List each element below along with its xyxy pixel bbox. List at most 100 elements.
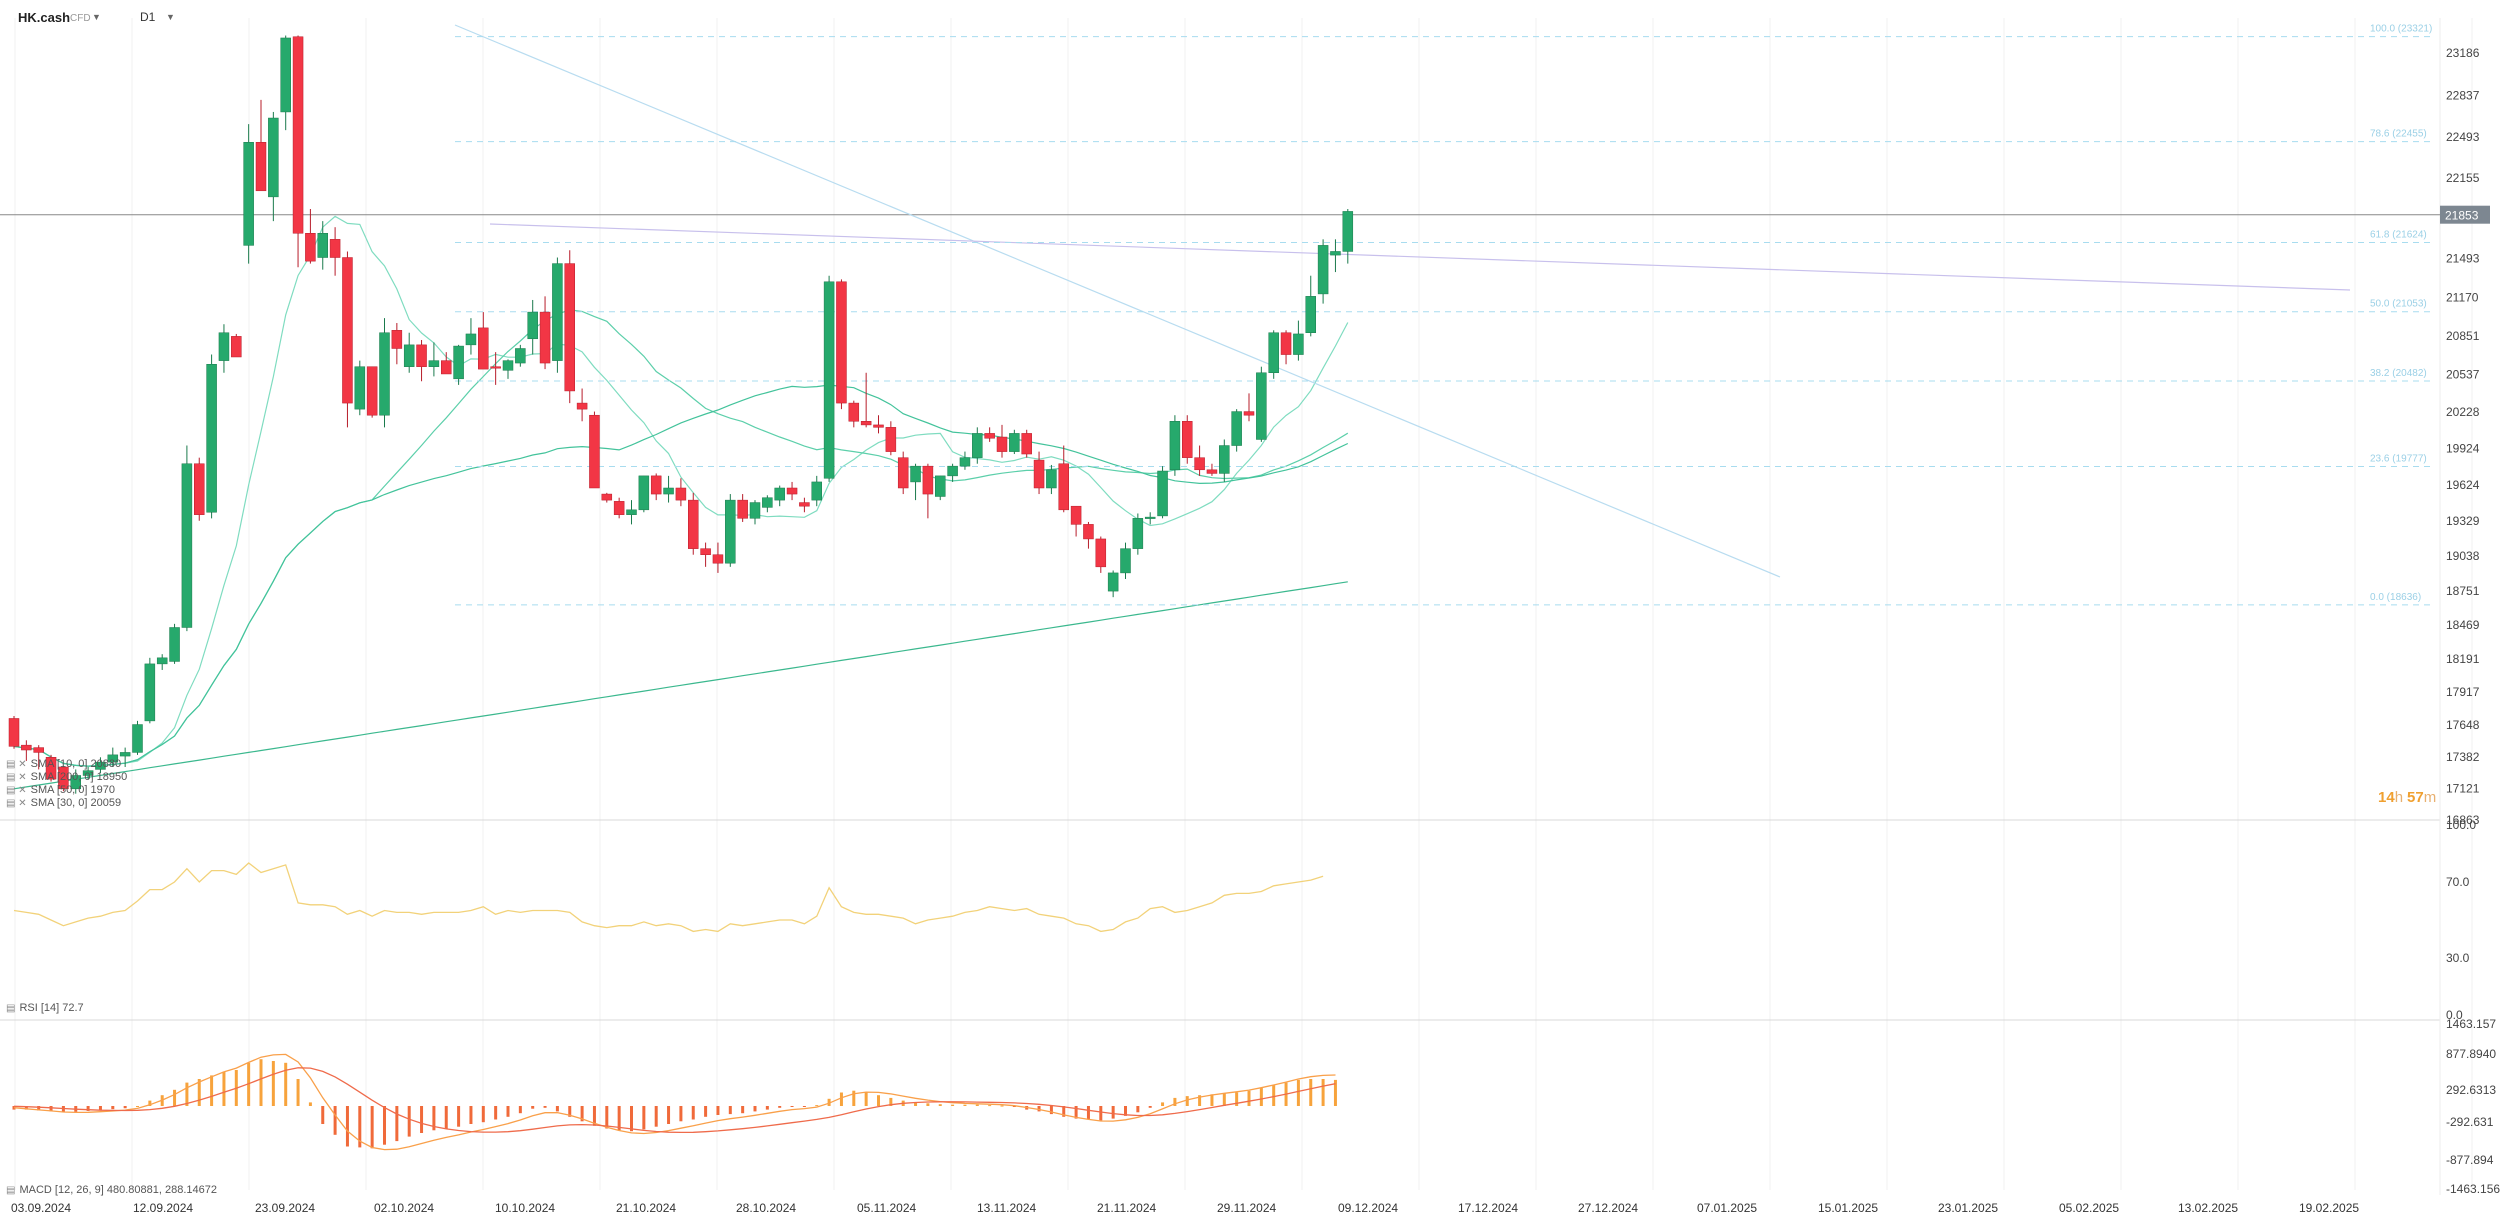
timeframe-dropdown-chevron-icon[interactable]: ▼ [166, 12, 175, 22]
date-axis-label: 21.11.2024 [1097, 1201, 1156, 1215]
current-price-tag [2440, 205, 2490, 224]
macd-histogram-bar [654, 1106, 658, 1127]
candle-body [1317, 245, 1329, 295]
sma-legend-3[interactable]: ▤ ✕ SMA [50, 0] 1970 [6, 784, 115, 796]
macd-histogram-bar [185, 1082, 189, 1106]
indicator-settings-icon[interactable]: ▤ ✕ [6, 772, 27, 783]
candle-body [218, 332, 230, 361]
sma-legend-4[interactable]: ▤ ✕ SMA [30, 0] 20059 [6, 797, 122, 809]
price-axis: 23186 22837 22493 22155 21493 21170 20851 20537… [2440, 46, 2490, 827]
indicator-settings-icon[interactable]: ▤ ✕ [6, 759, 27, 770]
macd-histogram-bar [580, 1106, 584, 1122]
candle-body [626, 509, 637, 515]
candle-body [441, 360, 452, 375]
candle-body [70, 775, 81, 790]
macd-histogram-bar [543, 1106, 547, 1108]
candle-body [45, 757, 57, 780]
rsi-axis-label: 70.0 [2446, 875, 2470, 889]
fib-level-label: 78.6 (22455) [2370, 129, 2427, 140]
macd-histogram-bar [1296, 1079, 1300, 1106]
candle-body [663, 487, 674, 495]
macd-axis-label: -1463.156 [2446, 1182, 2500, 1196]
macd-histogram-bar [753, 1106, 757, 1112]
timer-hours-unit: h [2394, 789, 2404, 806]
macd-histogram-bar [296, 1079, 300, 1106]
macd-histogram-bar [852, 1090, 856, 1106]
macd-histogram-bar [1235, 1092, 1239, 1106]
trend-lines [454, 24, 2351, 578]
sma-legend-2[interactable]: ▤ ✕ SMA [200, 0] 18950 [6, 771, 128, 783]
macd-histogram-bar [136, 1106, 139, 1107]
candle-body [1157, 470, 1168, 517]
macd-histogram-bar [518, 1106, 522, 1114]
macd-histogram-bar [778, 1106, 782, 1108]
candle-body [268, 117, 279, 198]
candle-body [1070, 505, 1082, 525]
price-axis-label: 19624 [2446, 478, 2480, 492]
grid-lines [0, 18, 2473, 1195]
sma-200-line [13, 581, 1348, 790]
macd-histogram-bar [321, 1106, 325, 1124]
candle-body [478, 327, 489, 370]
timer-hours: 14 [2378, 789, 2395, 806]
indicator-settings-icon[interactable]: ▤ ✕ [6, 785, 27, 796]
macd-histogram-bar [1247, 1090, 1251, 1106]
macd-histogram-bar [1222, 1093, 1226, 1106]
rsi-line [13, 862, 1324, 933]
rsi-legend[interactable]: ▤ RSI [14] 72.7 [6, 1002, 84, 1014]
macd-histogram-bar [210, 1075, 214, 1106]
macd-histogram-bar [1333, 1079, 1337, 1106]
symbol-selector[interactable]: HK.cash [18, 10, 71, 25]
macd-histogram-bar [839, 1092, 843, 1106]
date-axis-label: 21.10.2024 [616, 1201, 676, 1215]
indicator-settings-icon[interactable]: ▤ [6, 1185, 16, 1196]
price-axis-label: 22837 [2446, 88, 2480, 102]
candle-body [1021, 433, 1032, 455]
descending-trendline [454, 24, 1781, 578]
timeframe-selector[interactable]: D1 [140, 10, 156, 24]
price-axis-label: 18191 [2446, 652, 2480, 666]
fibonacci-levels: 100.0 (23321) 78.6 (22455) 61.8 (21624) 50.… [455, 24, 2432, 606]
macd-axis-label: 877.8940 [2446, 1047, 2496, 1061]
candle-body [1095, 538, 1107, 568]
macd-histogram-bar [1012, 1106, 1016, 1107]
candle-body [305, 233, 316, 262]
macd-histogram-bar [37, 1106, 41, 1111]
macd-histogram-bar [938, 1104, 942, 1106]
macd-histogram-bar [864, 1092, 868, 1106]
candle-body [119, 752, 131, 757]
candle-body [675, 487, 687, 501]
macd-histogram-bar [679, 1106, 683, 1122]
macd-histogram-bar [716, 1106, 720, 1115]
candle-body [515, 348, 526, 364]
candle-body [922, 465, 934, 495]
price-axis-label: 19038 [2446, 549, 2480, 563]
candle-body [1058, 463, 1069, 511]
price-axis-label: 21493 [2446, 251, 2480, 265]
macd-histogram-bar [1309, 1079, 1313, 1106]
price-axis-label: 22493 [2446, 130, 2480, 144]
symbol-dropdown-chevron-icon[interactable]: ▼ [92, 12, 101, 22]
candle-body [1231, 411, 1242, 446]
candle-body [194, 463, 205, 515]
indicator-settings-icon[interactable]: ▤ ✕ [6, 798, 27, 809]
candle-body [1206, 469, 1218, 474]
macd-line [13, 1053, 1336, 1151]
macd-legend[interactable]: ▤ MACD [12, 26, 9] 480.80881, 288.14672 [6, 1184, 217, 1196]
indicator-settings-icon[interactable]: ▤ [6, 1003, 16, 1014]
candle-body [502, 360, 514, 371]
macd-histogram-bar [173, 1089, 177, 1106]
macd-histogram-bar [963, 1104, 967, 1106]
macd-histogram-bar [271, 1061, 275, 1106]
sma-legend-1[interactable]: ▤ ✕ SMA [10, 0] 20880 [6, 758, 122, 770]
candle-body [972, 433, 983, 458]
candle-body [860, 421, 872, 426]
macd-axis-label: 292.6313 [2446, 1083, 2496, 1097]
macd-histogram-bar [568, 1106, 572, 1117]
candle-body [1169, 421, 1181, 471]
date-axis-label: 13.11.2024 [977, 1201, 1036, 1215]
macd-histogram-bar [469, 1106, 473, 1124]
candle-body [1182, 421, 1193, 458]
macd-histogram-bar [728, 1106, 732, 1115]
